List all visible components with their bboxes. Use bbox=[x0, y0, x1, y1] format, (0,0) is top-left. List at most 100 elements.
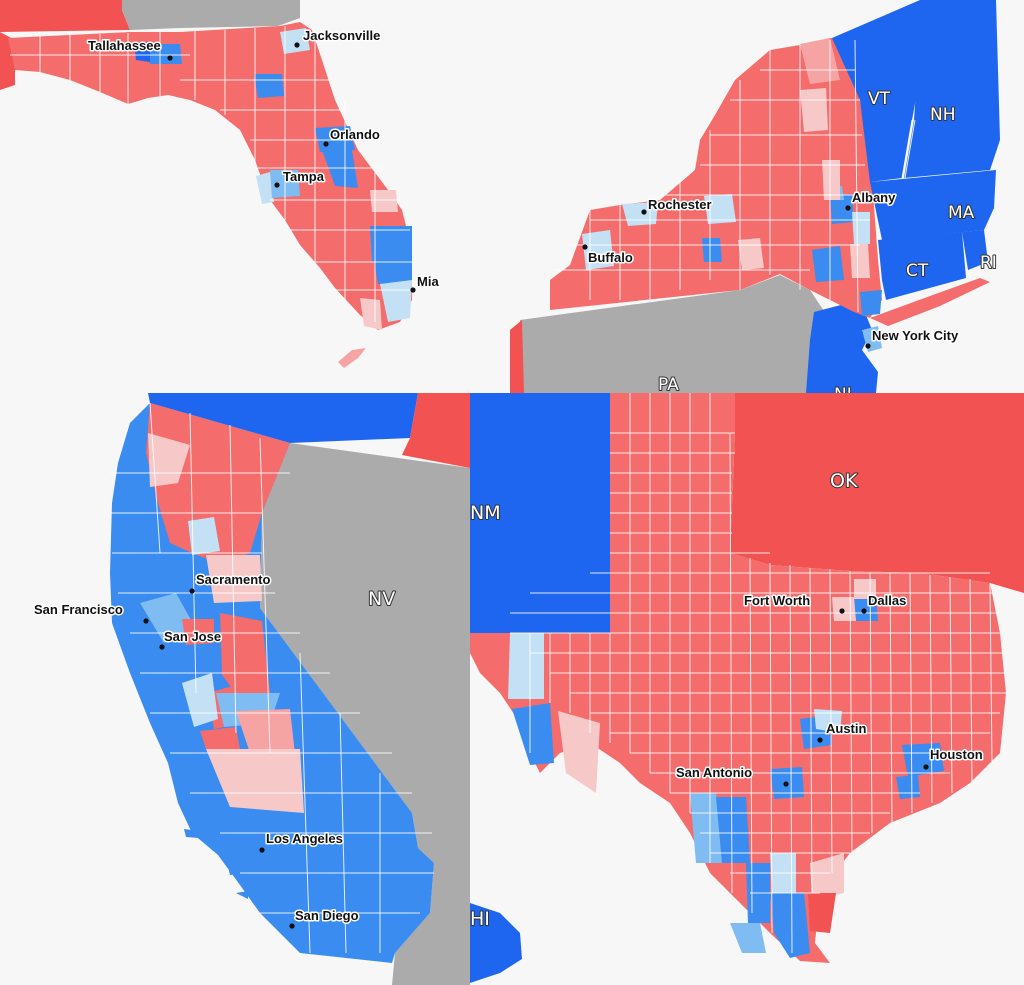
new-hampshire-state bbox=[904, 0, 1000, 178]
county-pale-ny-3 bbox=[800, 88, 828, 132]
county-fortbend bbox=[896, 775, 920, 799]
connecticut-state bbox=[878, 232, 966, 300]
san-diego-dot bbox=[289, 923, 295, 929]
san-francisco-label: San Francisco bbox=[34, 602, 123, 617]
tampa-label: Tampa bbox=[283, 169, 325, 184]
county-central-red bbox=[220, 613, 270, 699]
miami-dot bbox=[410, 287, 416, 293]
county-red-gold bbox=[182, 619, 214, 645]
nyc-dot bbox=[865, 343, 871, 349]
county-leon bbox=[148, 44, 182, 64]
county-kern-pale bbox=[206, 749, 304, 813]
tallahassee-label: Tallahassee bbox=[88, 38, 161, 53]
florida-map: Tallahassee Jacksonville Orlando Tampa M… bbox=[0, 0, 441, 368]
san-antonio-label: San Antonio bbox=[676, 765, 752, 780]
long-island bbox=[870, 278, 990, 326]
san-jose-dot bbox=[159, 644, 165, 650]
county-pale-brewster bbox=[558, 711, 600, 793]
ma-label: MA bbox=[948, 203, 975, 223]
dallas-dot bbox=[861, 608, 867, 614]
massachusetts-state bbox=[870, 170, 996, 240]
ohio-edge bbox=[510, 320, 524, 393]
california-map: NV Sacramento San Francisco San Jose Los… bbox=[33, 393, 470, 985]
hi-label: HI bbox=[470, 908, 490, 930]
tampa-dot bbox=[274, 182, 280, 188]
county-broward bbox=[374, 262, 412, 284]
new-jersey-state bbox=[806, 300, 878, 393]
oregon-state bbox=[148, 393, 418, 443]
county-alachua bbox=[254, 74, 284, 98]
austin-dot bbox=[817, 737, 823, 743]
ct-label: CT bbox=[906, 261, 929, 281]
idaho-edge bbox=[402, 393, 470, 468]
san-diego-label: San Diego bbox=[295, 908, 359, 923]
county-pale-1 bbox=[370, 190, 398, 212]
albany-label: Albany bbox=[852, 190, 896, 205]
nyc-label: New York City bbox=[872, 328, 959, 343]
county-onondaga bbox=[704, 194, 736, 224]
county-palmbeach bbox=[370, 226, 412, 262]
houston-dot bbox=[923, 764, 929, 770]
county-harris bbox=[902, 743, 944, 777]
los-angeles-label: Los Angeles bbox=[266, 831, 343, 846]
florida-state bbox=[8, 22, 412, 330]
channel-islands bbox=[184, 829, 248, 899]
buffalo-label: Buffalo bbox=[588, 250, 633, 265]
alabama-state bbox=[0, 0, 130, 32]
nv-label: NV bbox=[368, 588, 395, 610]
los-angeles-dot bbox=[259, 847, 265, 853]
austin-label: Austin bbox=[826, 721, 867, 736]
county-red-3 bbox=[200, 727, 240, 749]
pennsylvania-state bbox=[520, 275, 830, 393]
texas-panel: OK NM HI Fort Worth Dallas Austin San An… bbox=[470, 393, 1024, 985]
california-county-lines bbox=[110, 402, 434, 954]
hawaii-inset bbox=[470, 903, 522, 983]
orlando-dot bbox=[323, 141, 329, 147]
county-south-light-2 bbox=[730, 923, 766, 953]
county-dutchess bbox=[850, 244, 870, 278]
oklahoma-state bbox=[610, 393, 1024, 593]
county-pale-ny-2 bbox=[738, 238, 764, 270]
florida-panel: Tallahassee Jacksonville Orlando Tampa M… bbox=[0, 0, 510, 393]
nevada-state bbox=[260, 443, 470, 985]
county-south-light bbox=[690, 793, 722, 863]
county-presidio bbox=[512, 703, 554, 765]
county-ulster bbox=[812, 246, 844, 282]
texas-map: OK NM HI Fort Worth Dallas Austin San An… bbox=[470, 393, 1024, 983]
houston-label: Houston bbox=[930, 747, 983, 762]
county-pale-2 bbox=[360, 298, 382, 330]
county-pale-gulf bbox=[810, 853, 844, 899]
california-panel: NV Sacramento San Francisco San Jose Los… bbox=[0, 393, 470, 985]
orlando-label: Orlando bbox=[330, 127, 380, 142]
county-columbia bbox=[852, 212, 870, 244]
texas-county-lines bbox=[510, 393, 1006, 954]
tallahassee-dot bbox=[167, 55, 173, 61]
new-york-county-lines bbox=[555, 39, 916, 313]
san-jose-label: San Jose bbox=[164, 629, 221, 644]
nh-label: NH bbox=[930, 105, 956, 125]
county-placer-pale bbox=[206, 555, 262, 603]
county-bay-light bbox=[140, 593, 196, 643]
county-red-south bbox=[808, 893, 836, 933]
vt-label: VT bbox=[868, 89, 891, 109]
vermont-state bbox=[832, 0, 934, 182]
new-york-panel: VT NH MA CT RI PA NJ Rochester Albany Bu… bbox=[510, 0, 1024, 393]
new-york-map: VT NH MA CT RI PA NJ Rochester Albany Bu… bbox=[510, 0, 1000, 393]
georgia-state bbox=[122, 0, 300, 30]
sacramento-dot bbox=[189, 588, 195, 594]
florida-keys bbox=[338, 348, 366, 368]
county-south-blue-3 bbox=[770, 893, 810, 958]
sacramento-label: Sacramento bbox=[196, 572, 270, 587]
new-york-state bbox=[550, 38, 882, 318]
county-tarrant bbox=[832, 597, 856, 621]
county-duval bbox=[280, 28, 310, 54]
albany-dot bbox=[845, 205, 851, 211]
county-lightblue-north bbox=[188, 517, 220, 555]
new-mexico-state bbox=[470, 393, 610, 633]
jacksonville-dot bbox=[294, 42, 300, 48]
ok-label: OK bbox=[830, 470, 858, 492]
ri-label: RI bbox=[980, 253, 997, 273]
buffalo-dot bbox=[582, 244, 588, 250]
jacksonville-label: Jacksonville bbox=[303, 28, 380, 43]
county-albany bbox=[830, 194, 854, 224]
